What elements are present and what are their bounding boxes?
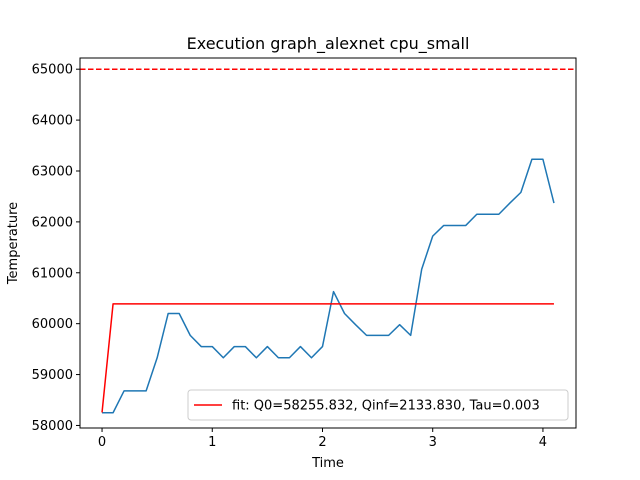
x-tick-label-4: 4	[539, 435, 547, 450]
y-tick-label-1: 59000	[32, 368, 73, 383]
legend-box	[187, 389, 569, 421]
x-tick-label-0: 0	[98, 435, 106, 450]
x-tick-label-2: 2	[318, 435, 326, 450]
x-tick-label-3: 3	[429, 435, 437, 450]
series-line-0	[102, 158, 555, 414]
chart-title: Execution graph_alexnet cpu_small	[187, 34, 470, 54]
y-tick-label-5: 63000	[32, 164, 73, 179]
legend-entry-0: fit: Q0=58255.832, Qinf=2133.830, Tau=0.…	[232, 399, 540, 414]
axes-frame	[79, 57, 577, 429]
y-tick-label-0: 58000	[32, 419, 73, 434]
x-axis-label: Time	[311, 456, 344, 471]
y-tick-label-3: 61000	[32, 266, 73, 281]
x-tick-label-1: 1	[208, 435, 216, 450]
y-axis-label: Temperature	[6, 202, 21, 285]
series-line-1	[101, 303, 554, 413]
y-tick-label-2: 60000	[32, 317, 73, 332]
y-tick-label-6: 64000	[32, 114, 73, 129]
y-tick-label-4: 62000	[32, 215, 73, 230]
legend: fit: Q0=58255.832, Qinf=2133.830, Tau=0.…	[187, 389, 569, 421]
y-tick-label-7: 65000	[32, 63, 73, 78]
